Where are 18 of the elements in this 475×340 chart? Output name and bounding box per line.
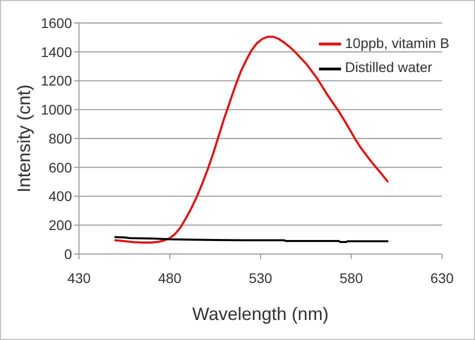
x-tick-label: 430 bbox=[67, 270, 91, 286]
y-tick-label: 1600 bbox=[40, 14, 72, 31]
y-tick-label: 800 bbox=[48, 130, 72, 146]
y-tick-label: 400 bbox=[48, 188, 72, 204]
x-axis-title: Wavelength (nm) bbox=[192, 304, 329, 324]
x-tick-label: 530 bbox=[248, 270, 272, 286]
y-tick-label: 1000 bbox=[40, 102, 72, 118]
x-tick-label: 630 bbox=[430, 270, 454, 286]
y-tick-label: 1200 bbox=[40, 72, 72, 89]
y-tick-label: 1400 bbox=[40, 44, 72, 60]
y-axis-title: Intensity (cnt) bbox=[14, 84, 34, 193]
y-tick-label: 0 bbox=[64, 246, 72, 262]
legend-label: 10ppb, vitamin B bbox=[345, 35, 450, 51]
x-tick-label: 580 bbox=[340, 270, 364, 286]
legend-label: Distilled water bbox=[345, 59, 432, 76]
y-tick-label: 600 bbox=[48, 159, 72, 176]
x-tick-label: 480 bbox=[158, 270, 182, 286]
y-tick-label: 200 bbox=[48, 217, 72, 234]
